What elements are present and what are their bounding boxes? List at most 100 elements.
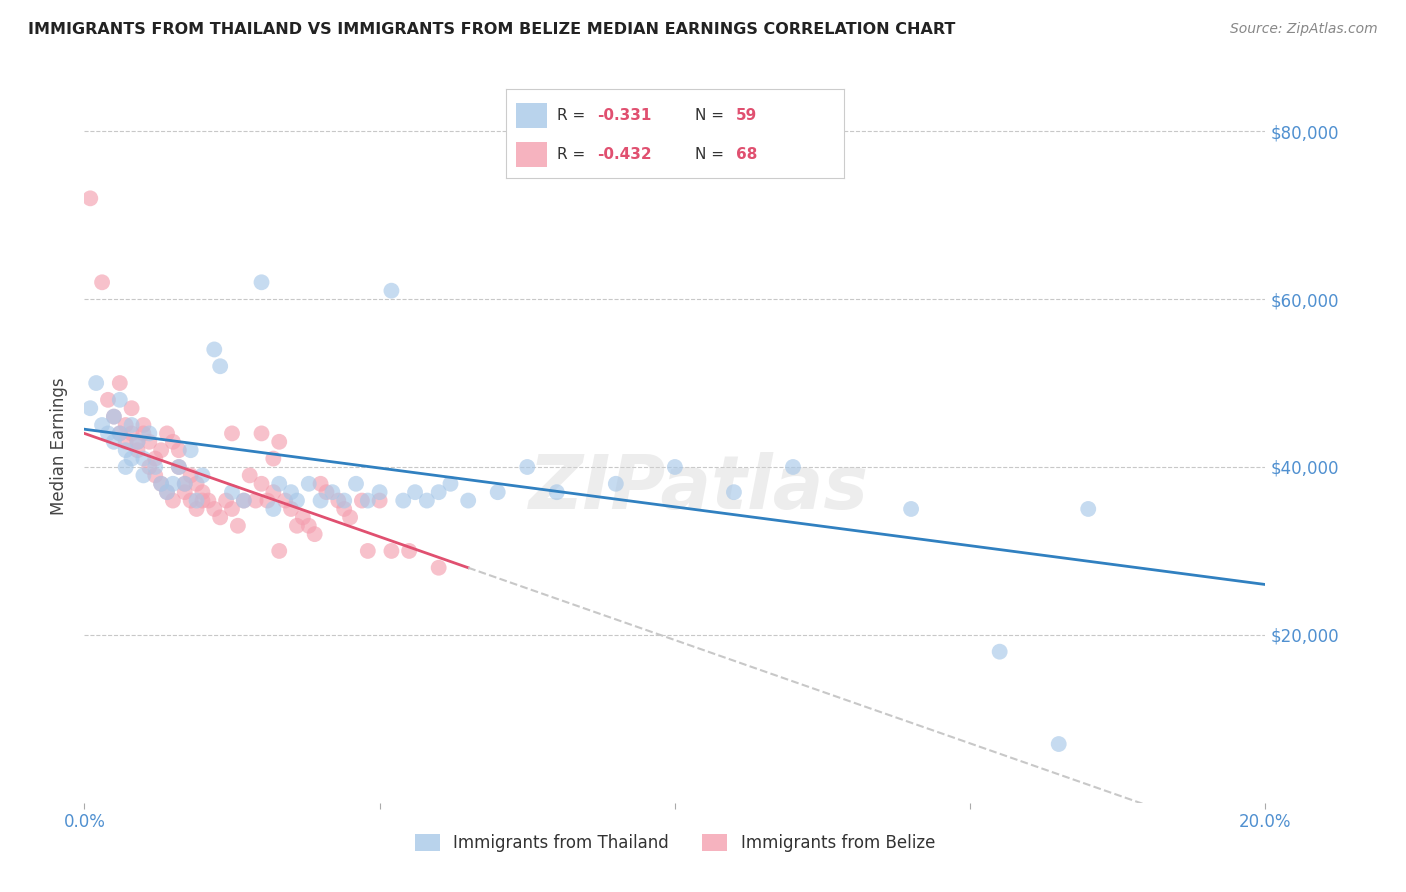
Legend: Immigrants from Thailand, Immigrants from Belize: Immigrants from Thailand, Immigrants fro… xyxy=(408,827,942,859)
Point xyxy=(457,493,479,508)
Point xyxy=(427,560,450,574)
Point xyxy=(114,443,136,458)
Point xyxy=(285,518,308,533)
Point xyxy=(546,485,568,500)
Point xyxy=(605,476,627,491)
Point xyxy=(114,460,136,475)
Bar xyxy=(516,142,547,167)
Text: 68: 68 xyxy=(735,147,756,161)
Point xyxy=(173,485,195,500)
Point xyxy=(221,485,243,500)
Point xyxy=(103,409,125,424)
Point xyxy=(114,434,136,449)
Point xyxy=(380,544,402,558)
Text: R =: R = xyxy=(557,147,591,161)
Text: R =: R = xyxy=(557,108,591,122)
Point xyxy=(439,476,461,491)
Point xyxy=(84,376,107,390)
Point xyxy=(368,485,391,500)
Point xyxy=(202,343,225,357)
Point xyxy=(269,476,291,491)
Point xyxy=(186,493,208,508)
Point xyxy=(162,476,184,491)
Point xyxy=(97,392,120,407)
Point xyxy=(357,544,380,558)
Text: ZIPatlas: ZIPatlas xyxy=(529,452,869,525)
Text: IMMIGRANTS FROM THAILAND VS IMMIGRANTS FROM BELIZE MEDIAN EARNINGS CORRELATION C: IMMIGRANTS FROM THAILAND VS IMMIGRANTS F… xyxy=(28,22,956,37)
Point xyxy=(138,426,160,441)
Point xyxy=(173,476,195,491)
Point xyxy=(156,485,179,500)
Point xyxy=(664,460,686,475)
Point xyxy=(291,510,314,524)
Point xyxy=(186,476,208,491)
Point xyxy=(250,476,273,491)
Point xyxy=(250,275,273,289)
Point xyxy=(103,434,125,449)
Point xyxy=(167,460,190,475)
Point xyxy=(262,502,284,516)
Point xyxy=(298,518,321,533)
Point xyxy=(173,476,195,491)
Point xyxy=(516,460,538,475)
Point xyxy=(108,426,131,441)
Point xyxy=(280,485,302,500)
Point xyxy=(392,493,415,508)
Point xyxy=(298,476,321,491)
Point xyxy=(162,434,184,449)
Point xyxy=(782,460,804,475)
Point xyxy=(209,510,232,524)
Point xyxy=(232,493,254,508)
Point xyxy=(132,451,155,466)
Point xyxy=(239,468,262,483)
Point xyxy=(121,417,143,432)
Point xyxy=(121,426,143,441)
Point xyxy=(333,502,356,516)
Point xyxy=(215,493,238,508)
Point xyxy=(180,443,202,458)
Point xyxy=(321,485,343,500)
Point xyxy=(262,485,284,500)
Point xyxy=(280,502,302,516)
Point xyxy=(304,527,326,541)
Point xyxy=(339,510,361,524)
Point xyxy=(186,502,208,516)
Point xyxy=(344,476,367,491)
Point xyxy=(368,493,391,508)
Point xyxy=(150,443,173,458)
Y-axis label: Median Earnings: Median Earnings xyxy=(51,377,69,515)
Text: -0.432: -0.432 xyxy=(598,147,652,161)
Point xyxy=(209,359,232,374)
Point xyxy=(486,485,509,500)
Point xyxy=(350,493,373,508)
Point xyxy=(191,493,214,508)
Point xyxy=(427,485,450,500)
Point xyxy=(103,409,125,424)
Point xyxy=(156,426,179,441)
Point xyxy=(114,417,136,432)
Point xyxy=(180,493,202,508)
Text: N =: N = xyxy=(695,147,728,161)
Point xyxy=(143,460,166,475)
Point xyxy=(167,460,190,475)
Point xyxy=(988,645,1011,659)
Point xyxy=(127,434,149,449)
Point xyxy=(132,468,155,483)
Point xyxy=(150,476,173,491)
Point xyxy=(79,191,101,205)
Point xyxy=(108,426,131,441)
Point xyxy=(416,493,439,508)
Point xyxy=(398,544,420,558)
Point xyxy=(274,493,297,508)
Point xyxy=(127,434,149,449)
Point xyxy=(91,417,114,432)
Point xyxy=(1047,737,1070,751)
Point xyxy=(232,493,254,508)
Text: N =: N = xyxy=(695,108,728,122)
Point xyxy=(143,468,166,483)
Point xyxy=(250,426,273,441)
Point xyxy=(138,460,160,475)
Point xyxy=(143,451,166,466)
Point xyxy=(127,443,149,458)
Point xyxy=(108,392,131,407)
